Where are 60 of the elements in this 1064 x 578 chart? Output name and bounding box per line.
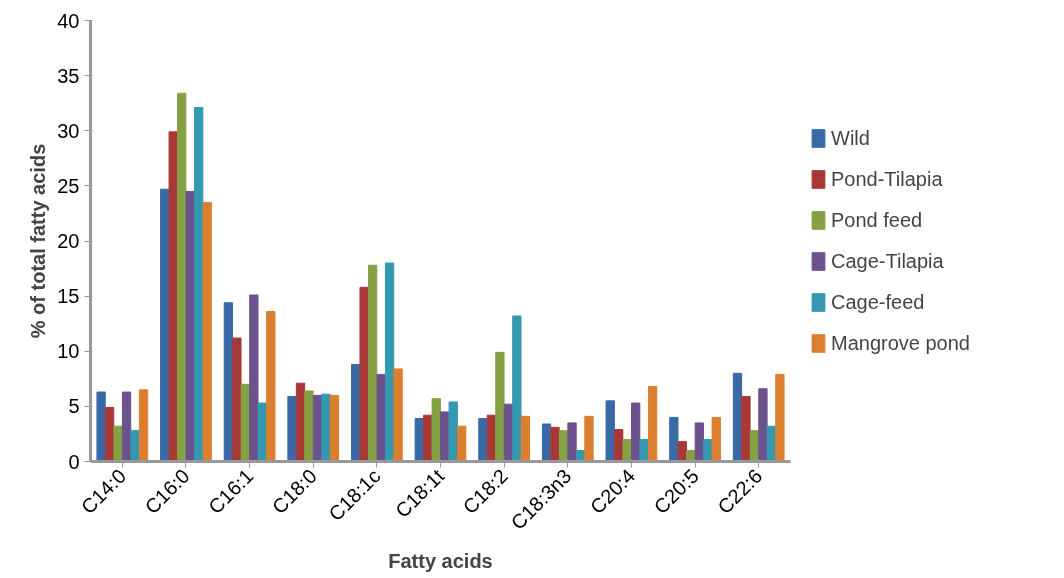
bar [287,395,297,462]
bar [304,390,314,462]
bar [512,315,522,462]
bar [567,422,577,462]
bar [647,386,658,462]
bar [669,416,679,462]
bar [321,393,331,462]
bar [520,415,531,462]
bar [249,294,259,462]
bar [414,418,424,462]
bar [448,401,458,462]
bar [639,438,649,462]
legend-label: Pond feed [831,208,923,232]
legend-label: Pond-Tilapia [831,167,943,191]
y-tick-label: 20 [57,230,80,252]
bar [121,391,132,462]
y-tick-label: 25 [57,174,80,197]
y-tick-label: 35 [57,64,80,87]
y-tick-label: 40 [57,9,80,32]
bar [495,351,505,462]
bar [376,373,386,462]
bar [168,131,178,462]
y-tick-label: 5 [68,395,80,418]
bar [630,402,641,462]
bar [232,337,242,462]
legend-label: Cage-Tilapia [831,249,944,273]
bar [266,311,276,462]
bar [177,92,187,462]
legend-label: Cage-feed [831,290,925,314]
bar [431,398,441,462]
bar [96,391,106,462]
bar [113,425,123,462]
bar [138,389,149,462]
bar [393,368,403,462]
bar [622,438,632,462]
bar [550,426,560,462]
bar [694,422,704,462]
y-axis-title: % of total fatty acids [27,143,50,339]
bar [758,388,768,462]
bar [478,418,488,462]
y-tick-label: 15 [57,285,80,308]
bar [185,190,195,462]
bar [711,416,721,462]
bar [202,201,212,462]
bar [775,373,785,462]
legend-label: Mangrove pond [831,331,970,355]
bar [741,395,751,462]
legend-label: Wild [831,126,870,150]
y-tick-label: 30 [57,119,80,142]
y-tick-label: 10 [57,340,80,363]
y-tick-label: 0 [68,450,80,473]
bar [359,286,369,462]
bar [130,430,140,462]
x-axis-title: Fatty acids [388,549,493,572]
bar [367,264,378,462]
bar [605,400,615,462]
bar [384,262,395,462]
bar [584,415,594,462]
bar [457,425,467,462]
bar [329,394,340,462]
